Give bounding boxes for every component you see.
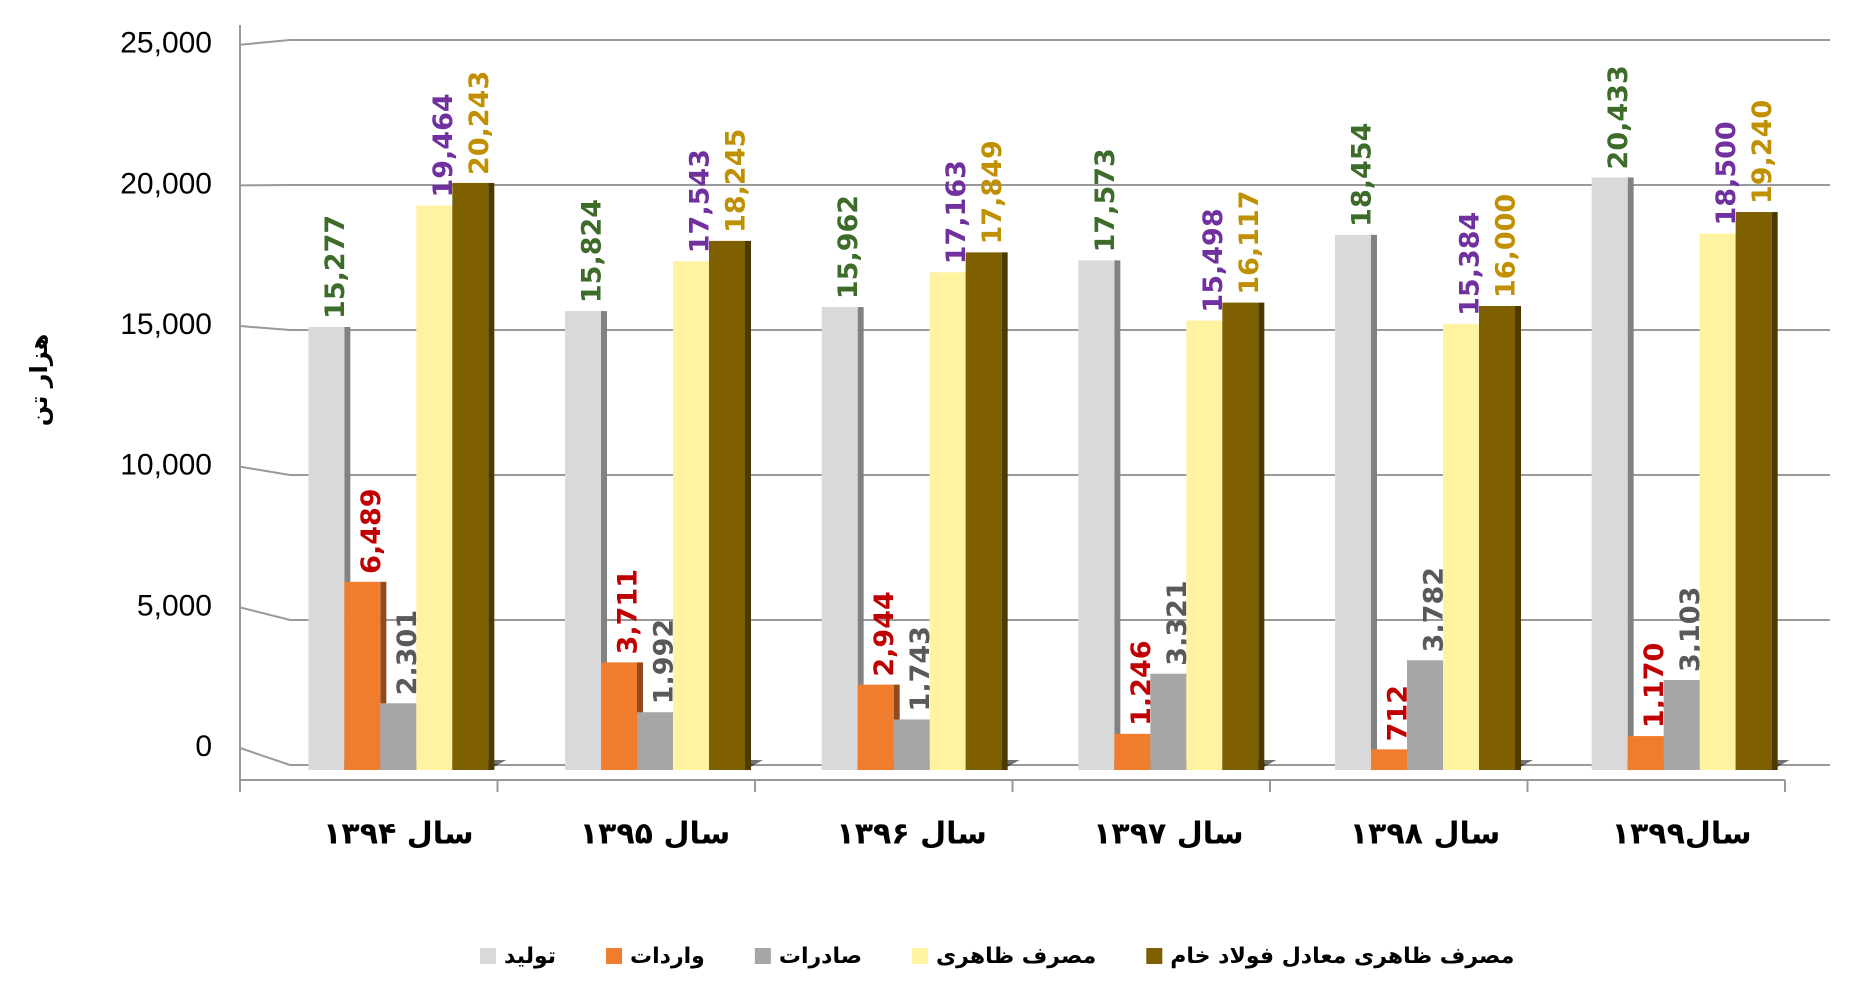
bar: [1150, 673, 1187, 770]
grid-line: [239, 39, 291, 46]
legend-label: مصرف ظاهری: [936, 944, 1096, 969]
bar: [308, 326, 345, 770]
bar: [637, 712, 673, 770]
x-tick-label: سال ۱۳۹۸: [1350, 817, 1501, 852]
x-tick-label: سال ۱۳۹۶: [836, 817, 987, 852]
y-tick-label: 15,000: [120, 308, 212, 341]
value-label: 16,000: [1491, 194, 1522, 298]
value-label: 18,500: [1711, 121, 1742, 225]
bar-side: [1771, 212, 1778, 771]
y-tick-label: 5,000: [137, 589, 212, 622]
x-tick-label: سال ۱۳۹۴: [323, 817, 474, 852]
bar-side: [1627, 177, 1634, 770]
value-label: 20,433: [1603, 65, 1634, 169]
grid-line: [239, 747, 291, 766]
bar-side: [1114, 260, 1121, 770]
value-label: 17,573: [1090, 148, 1121, 252]
value-label: 17,163: [941, 160, 972, 264]
bar: [1443, 323, 1479, 770]
value-label: 15,962: [833, 195, 864, 299]
bar: [857, 684, 894, 770]
bar: [344, 581, 381, 770]
value-label: 17,849: [977, 140, 1008, 244]
value-label: 18,454: [1347, 123, 1378, 227]
bar-side: [380, 581, 387, 770]
x-tick-label: سال ۱۳۹۵: [580, 817, 731, 852]
bar: [1479, 306, 1515, 770]
bar: [965, 252, 1002, 770]
grid-line: [239, 465, 291, 476]
bar-side: [1258, 302, 1265, 770]
legend-label: مصرف ظاهری معادل فولاد خام: [1170, 944, 1514, 969]
value-label: 17,543: [685, 149, 716, 253]
bar: [893, 719, 930, 770]
legend-label: تولید: [504, 944, 556, 969]
bar: [565, 311, 601, 770]
bar: [452, 182, 489, 770]
y-axis-label: هزار تن: [25, 334, 53, 427]
legend-label: واردات: [630, 944, 705, 969]
bar-side: [601, 311, 607, 770]
bar: [673, 261, 709, 770]
value-label: 15,824: [577, 199, 608, 303]
value-label: 19,240: [1747, 100, 1778, 204]
bar: [1371, 749, 1407, 770]
bar: [1186, 320, 1223, 770]
grid-line: [239, 606, 291, 621]
value-label: 15,277: [320, 215, 351, 319]
bar-side: [488, 182, 495, 770]
value-label: 20,243: [464, 71, 495, 175]
bar-side: [1515, 306, 1521, 770]
bar-side: [745, 240, 751, 770]
value-label: 15,498: [1198, 208, 1229, 312]
value-label: 18,245: [721, 129, 752, 233]
bar: [1735, 212, 1772, 771]
bar-side: [344, 326, 351, 770]
y-tick-label: 0: [195, 730, 212, 763]
value-label: 3,711: [613, 569, 644, 654]
bar: [821, 307, 858, 770]
y-tick-label: 10,000: [120, 449, 212, 482]
legend-label: صادرات: [779, 944, 862, 969]
bar: [1335, 234, 1371, 771]
legend-swatch: [480, 948, 496, 964]
bar: [601, 662, 637, 770]
bar: [1663, 680, 1700, 770]
bar-side: [1001, 252, 1008, 770]
value-label: 16,117: [1234, 190, 1265, 294]
bar: [1591, 177, 1628, 770]
bar: [380, 703, 417, 770]
bar: [709, 240, 745, 770]
value-label: 2,944: [869, 591, 900, 676]
bar-side: [857, 307, 864, 770]
bar: [416, 205, 453, 770]
bar: [1699, 233, 1736, 770]
value-label: 15,384: [1455, 212, 1486, 316]
bar: [1114, 733, 1151, 770]
bar: [1627, 736, 1664, 770]
legend-swatch: [606, 948, 623, 964]
x-tick-label: سال۱۳۹۹: [1612, 817, 1752, 852]
grid-line: [239, 325, 291, 331]
bar: [1407, 660, 1443, 770]
bar: [1078, 260, 1115, 770]
value-label: 19,464: [428, 93, 459, 197]
bar: [1222, 302, 1259, 770]
y-tick-label: 25,000: [120, 27, 212, 60]
legend-swatch: [1146, 948, 1163, 964]
bar: [929, 272, 966, 770]
x-tick-label: سال ۱۳۹۷: [1093, 817, 1244, 852]
legend-swatch: [911, 948, 928, 964]
value-label: 6,489: [356, 488, 387, 573]
bar-side: [1371, 234, 1377, 771]
legend-swatch: [754, 948, 771, 964]
y-tick-label: 20,000: [120, 167, 212, 200]
